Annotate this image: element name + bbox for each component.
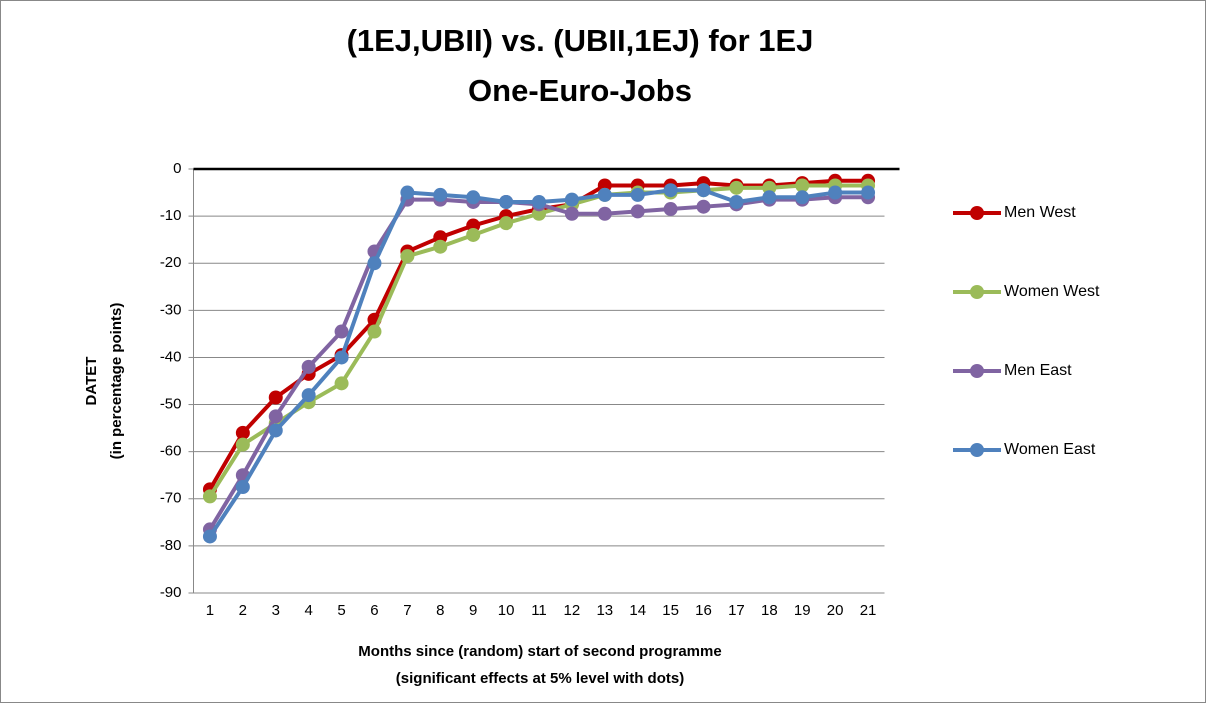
legend-label: Women West (1004, 283, 1100, 300)
data-point (663, 183, 678, 198)
y-tick-label: -50 (160, 396, 182, 413)
data-point (499, 194, 514, 209)
legend-marker (970, 364, 984, 378)
x-tick-label: 9 (469, 602, 477, 619)
x-tick-label: 1 (206, 602, 214, 619)
y-tick-label: -20 (160, 254, 182, 271)
data-point (564, 192, 579, 207)
legend-label: Men West (1004, 204, 1076, 221)
x-tick-label: 2 (239, 602, 247, 619)
data-point (564, 206, 579, 221)
data-point (729, 194, 744, 209)
x-tick-label: 15 (662, 602, 679, 619)
y-tick-label: -80 (160, 537, 182, 554)
data-point (268, 390, 283, 405)
x-tick-label: 5 (337, 602, 345, 619)
x-tick-label: 18 (761, 602, 778, 619)
data-point (466, 190, 481, 205)
data-point (202, 489, 217, 504)
x-tick-label: 8 (436, 602, 444, 619)
x-tick-label: 11 (531, 602, 547, 619)
data-point (367, 256, 382, 271)
data-point (499, 216, 514, 231)
data-point (762, 190, 777, 205)
data-point (268, 409, 283, 424)
x-tick-label: 16 (695, 602, 712, 619)
data-point (202, 529, 217, 544)
data-point (301, 388, 316, 403)
x-tick-label: 7 (403, 602, 411, 619)
x-tick-label: 12 (564, 602, 581, 619)
data-point (301, 359, 316, 374)
y-tick-label: -40 (160, 348, 182, 365)
chart-title: (1EJ,UBII) vs. (UBII,1EJ) for 1EJ (347, 23, 814, 58)
data-point (597, 206, 612, 221)
data-point (630, 187, 645, 202)
x-tick-label: 4 (304, 602, 312, 619)
x-tick-label: 3 (272, 602, 280, 619)
x-tick-label: 20 (827, 602, 844, 619)
data-point (334, 376, 349, 391)
data-point (268, 423, 283, 438)
data-point (696, 199, 711, 214)
data-point (235, 437, 250, 452)
data-point (630, 204, 645, 219)
data-point (367, 324, 382, 339)
y-axis-subtitle: (in percentage points) (108, 303, 125, 460)
data-point (729, 180, 744, 195)
plot (202, 173, 876, 544)
y-tick-label: 0 (173, 160, 181, 177)
x-tick-label: 19 (794, 602, 811, 619)
x-axis-title: Months since (random) start of second pr… (358, 643, 721, 660)
data-point (795, 178, 810, 193)
legend-label: Women East (1004, 441, 1096, 458)
x-tick-label: 14 (629, 602, 646, 619)
y-tick-label: -90 (160, 584, 182, 601)
legend-marker (970, 206, 984, 220)
y-axis-title: DATET (83, 357, 100, 406)
data-point (861, 185, 876, 200)
data-point (334, 350, 349, 365)
x-tick-label: 10 (498, 602, 515, 619)
legend-marker (970, 443, 984, 457)
data-point (400, 185, 415, 200)
x-axis-subtitle: (significant effects at 5% level with do… (396, 670, 684, 687)
data-point (400, 249, 415, 264)
x-tick-label: 6 (370, 602, 378, 619)
legend-marker (970, 285, 984, 299)
data-point (663, 202, 678, 217)
data-point (828, 185, 843, 200)
data-point (433, 239, 448, 254)
y-tick-label: -30 (160, 301, 182, 318)
data-point (532, 194, 546, 209)
data-point (696, 183, 711, 198)
x-tick-label: 21 (860, 602, 877, 619)
data-point (597, 187, 612, 202)
data-point (235, 425, 250, 440)
data-point (466, 227, 481, 242)
chart-subtitle: One-Euro-Jobs (468, 73, 692, 108)
y-tick-label: -60 (160, 443, 182, 460)
data-point (334, 324, 349, 339)
legend-label: Men East (1004, 362, 1072, 379)
x-tick-label: 17 (728, 602, 745, 619)
data-point (795, 190, 810, 205)
data-point (235, 480, 250, 494)
y-tick-label: -10 (160, 207, 182, 224)
y-tick-label: -70 (160, 490, 182, 507)
data-point (433, 187, 448, 202)
x-tick-label: 13 (596, 602, 613, 619)
